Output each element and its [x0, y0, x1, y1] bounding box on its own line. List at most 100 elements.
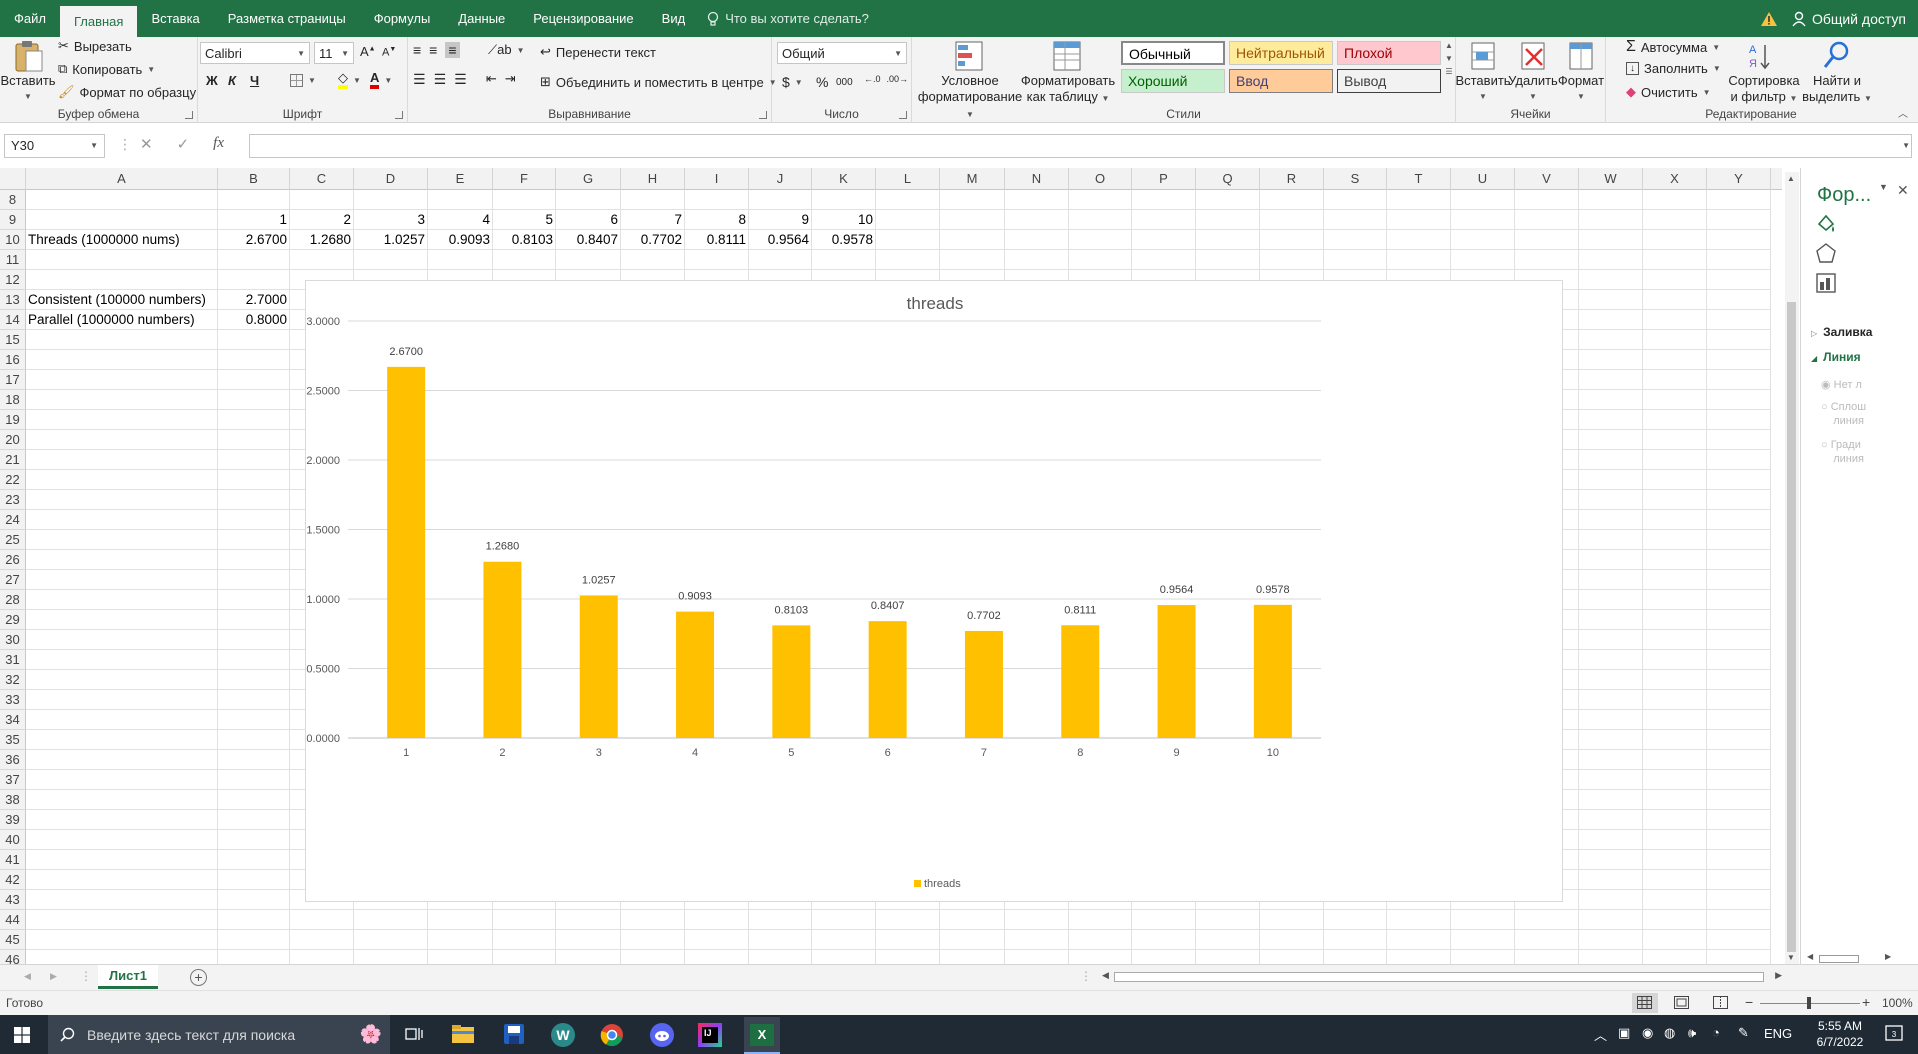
file-explorer-icon[interactable]	[452, 1025, 474, 1046]
scroll-up-icon[interactable]: ▲	[1787, 174, 1795, 183]
row-header[interactable]: 46	[0, 950, 26, 964]
column-header[interactable]: T	[1387, 168, 1451, 190]
row-header[interactable]: 37	[0, 770, 26, 790]
find-select-button[interactable]: Найти и выделить ▼	[1802, 39, 1872, 107]
column-header[interactable]: H	[621, 168, 685, 190]
cell-F10[interactable]: 0.8103	[511, 232, 553, 247]
cell-I9[interactable]: 8	[738, 212, 746, 227]
delete-cells-button[interactable]: Удалить ▼	[1508, 39, 1558, 105]
warning-icon[interactable]	[1760, 11, 1778, 27]
discord-tray-icon[interactable]: ◍	[1664, 1025, 1676, 1040]
scroll-right-icon[interactable]: ▶	[1885, 952, 1892, 961]
row-header[interactable]: 18	[0, 390, 26, 410]
style-bad[interactable]: Плохой	[1337, 41, 1441, 65]
column-header[interactable]: X	[1643, 168, 1707, 190]
column-header[interactable]: N	[1005, 168, 1069, 190]
orientation-button[interactable]: ⟋ab ▼	[488, 42, 524, 58]
chart[interactable]: threads 0.0000 0.5000 1.0000 1.5000 2.0000 2.…	[305, 280, 1563, 902]
tab-formulas[interactable]: Формулы	[373, 11, 431, 26]
bar[interactable]	[387, 366, 426, 738]
wrap-text-button[interactable]: ↩ Перенести текст	[540, 44, 656, 60]
style-output[interactable]: Вывод	[1337, 69, 1441, 93]
column-header[interactable]: Y	[1707, 168, 1771, 190]
chrome-icon[interactable]	[600, 1023, 624, 1050]
add-sheet-icon[interactable]: +	[190, 969, 207, 986]
font-size-select[interactable]: 11 ▼	[314, 42, 354, 64]
row-header[interactable]: 28	[0, 590, 26, 610]
bar[interactable]	[1253, 604, 1292, 738]
scroll-right-icon[interactable]: ▶	[1775, 970, 1782, 980]
row-header[interactable]: 19	[0, 410, 26, 430]
scroll-left-icon[interactable]: ◀	[1807, 952, 1814, 961]
bar[interactable]	[483, 561, 522, 738]
decrease-indent-icon[interactable]: ⇤	[486, 71, 497, 86]
style-neutral[interactable]: Нейтральный	[1229, 41, 1333, 65]
bar[interactable]	[1157, 605, 1196, 738]
format-cells-button[interactable]: Формат ▼	[1556, 39, 1606, 105]
fill-section[interactable]: ▷ Заливка	[1811, 325, 1872, 339]
row-header[interactable]: 41	[0, 850, 26, 870]
scroll-down-icon[interactable]: ▼	[1445, 54, 1453, 63]
row-header[interactable]: 12	[0, 270, 26, 290]
cell-G9[interactable]: 6	[610, 212, 618, 227]
normal-view-button[interactable]	[1632, 993, 1658, 1013]
task-view-icon[interactable]	[405, 1026, 423, 1045]
vertical-scrollbar[interactable]: ▲ ▼	[1785, 172, 1799, 964]
format-painter-button[interactable]: 🖌 Формат по образцу	[58, 84, 196, 100]
column-header[interactable]: L	[876, 168, 940, 190]
clipboard-launcher[interactable]	[185, 111, 193, 119]
fill-line-icon[interactable]	[1815, 212, 1837, 234]
row-header[interactable]: 22	[0, 470, 26, 490]
line-option-none[interactable]: ◉ Нет л	[1821, 378, 1862, 391]
cell-F9[interactable]: 5	[545, 212, 553, 227]
cell-I10[interactable]: 0.8111	[706, 232, 746, 247]
tab-file[interactable]: Файл	[14, 11, 46, 26]
row-header[interactable]: 27	[0, 570, 26, 590]
row-header[interactable]: 31	[0, 650, 26, 670]
bar[interactable]	[772, 625, 811, 738]
row-header[interactable]: 30	[0, 630, 26, 650]
row-header[interactable]: 35	[0, 730, 26, 750]
share-button[interactable]: Общий доступ	[1792, 11, 1906, 27]
row-header[interactable]: 33	[0, 690, 26, 710]
alignment-launcher[interactable]	[759, 111, 767, 119]
line-option-gradient[interactable]: ○ Гради линия	[1821, 438, 1864, 466]
row-header[interactable]: 36	[0, 750, 26, 770]
taskbar-search-box[interactable]: Введите здесь текст для поиска 🌸	[48, 1015, 390, 1054]
thousands-button[interactable]: 000	[836, 77, 853, 88]
align-middle-icon[interactable]: ≡	[429, 42, 438, 58]
clear-button[interactable]: ◆ Очистить ▼	[1626, 84, 1711, 100]
font-launcher[interactable]	[395, 111, 403, 119]
horizontal-scrollbar[interactable]: ◀ ▶	[1100, 970, 1784, 984]
cell-A14[interactable]: Parallel (1000000 numbers)	[28, 312, 195, 327]
row-header[interactable]: 14	[0, 310, 26, 330]
zoom-slider[interactable]	[1760, 997, 1860, 1009]
style-good[interactable]: Хороший	[1121, 69, 1225, 93]
font-name-select[interactable]: Calibri ▼	[200, 42, 310, 64]
language-indicator[interactable]: ENG	[1764, 1026, 1793, 1041]
row-header[interactable]: 9	[0, 210, 26, 230]
pane-horizontal-scrollbar[interactable]: ◀ ▶	[1801, 952, 1918, 965]
cell-B13[interactable]: 2.7000	[245, 292, 287, 307]
cell-K10[interactable]: 0.9578	[831, 232, 873, 247]
cell-A10[interactable]: Threads (1000000 nums)	[28, 232, 180, 247]
column-header[interactable]: E	[428, 168, 493, 190]
row-header[interactable]: 38	[0, 790, 26, 810]
bar[interactable]	[1061, 625, 1100, 738]
collapse-ribbon-icon[interactable]: ︿	[1898, 109, 1908, 120]
zoom-out-icon[interactable]: −	[1745, 994, 1754, 1010]
row-header[interactable]: 26	[0, 550, 26, 570]
line-section[interactable]: ◢ Линия	[1811, 350, 1861, 364]
column-header[interactable]: U	[1451, 168, 1515, 190]
column-header[interactable]: J	[749, 168, 812, 190]
vertical-scroll-thumb[interactable]	[1787, 302, 1796, 952]
cancel-icon[interactable]: ✕	[140, 136, 153, 153]
close-pane-icon[interactable]: ✕	[1897, 182, 1909, 198]
fill-button[interactable]: ↓ Заполнить ▼	[1626, 61, 1721, 76]
scroll-down-icon[interactable]: ▼	[1787, 953, 1795, 962]
tab-page-layout[interactable]: Разметка страницы	[227, 11, 346, 26]
borders-button[interactable]: ▼	[290, 74, 316, 87]
pane-menu-icon[interactable]: ▼	[1879, 182, 1888, 192]
line-option-solid[interactable]: ○ Сплош линия	[1821, 400, 1866, 428]
